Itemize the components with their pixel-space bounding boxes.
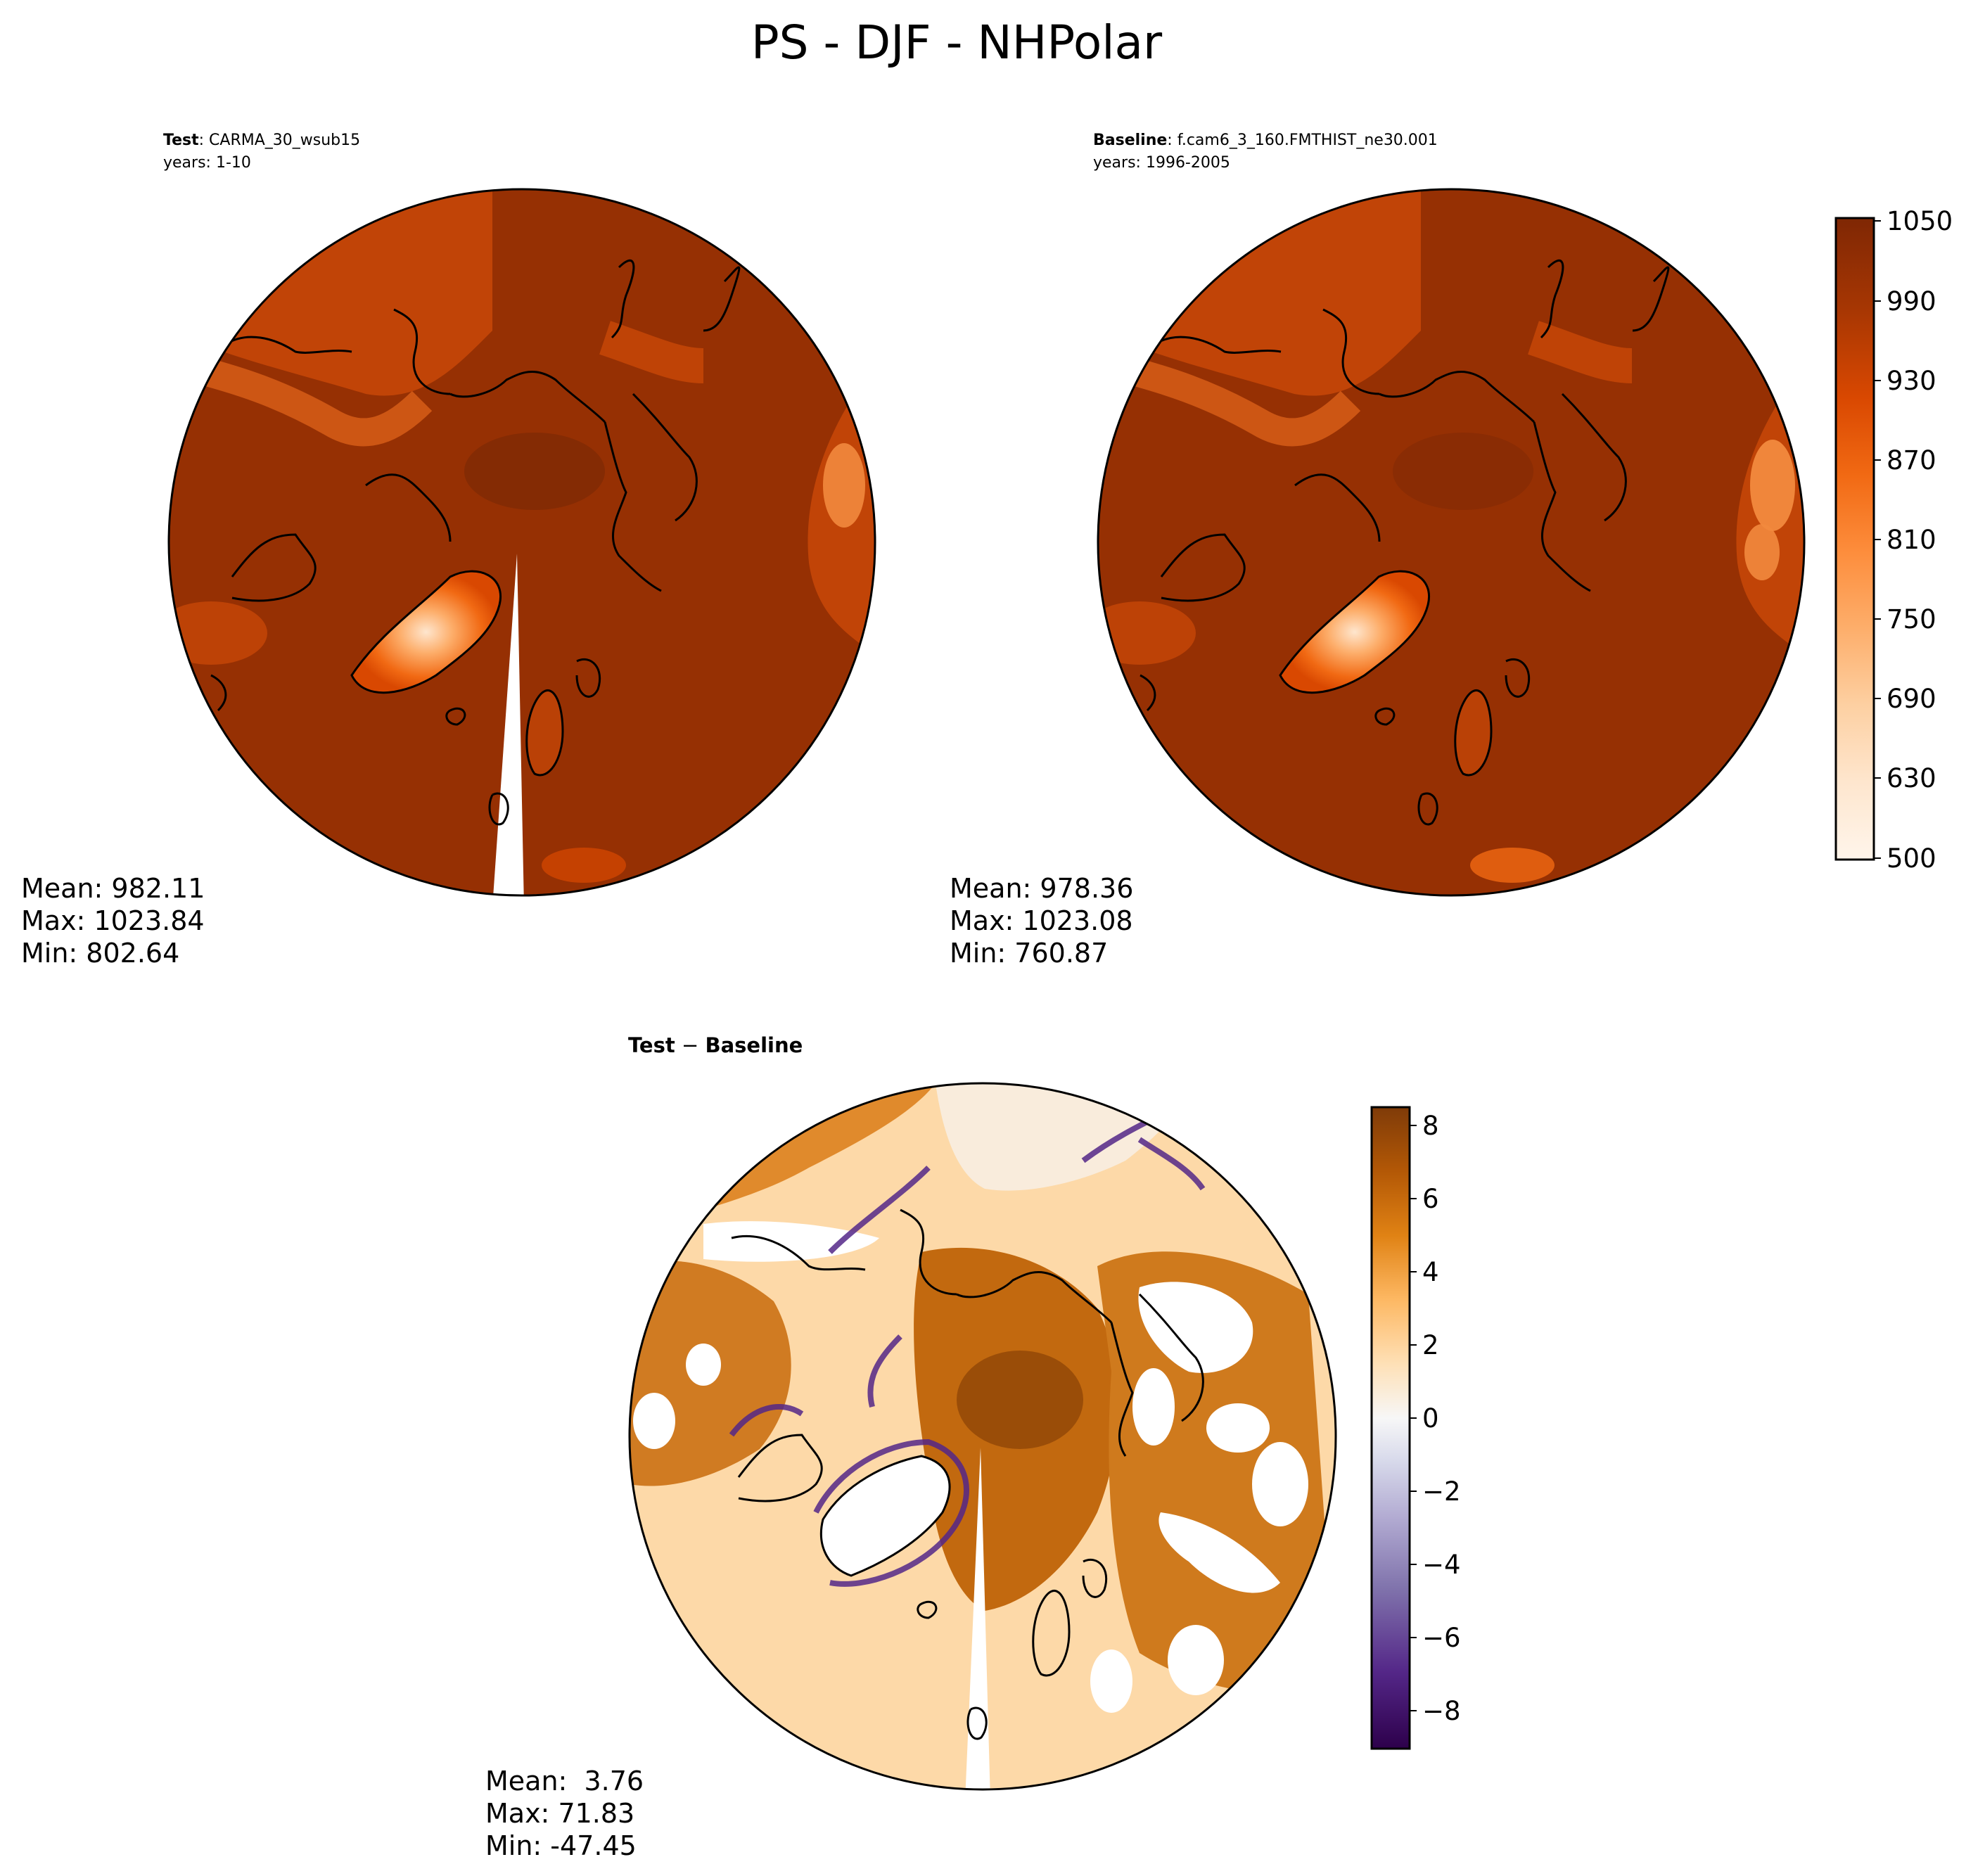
absolute-colorbar-tick-label: 690 [1887, 684, 1936, 714]
baseline-coastlines [1140, 259, 1670, 826]
difference-colorbar: 8 6 4 2 0 −2 −4 −6 −8 [1370, 1106, 1461, 1750]
baseline-asia-low [1098, 601, 1196, 665]
absolute-colorbar-tick-label: 990 [1887, 286, 1936, 317]
baseline-max: Max: 1023.08 [950, 905, 1133, 936]
test-max: Max: 1023.84 [21, 905, 205, 936]
difference-map-boundary [628, 1082, 1337, 1791]
test-min: Min: 802.64 [21, 938, 179, 969]
difference-max: Max: 71.83 [485, 1798, 634, 1829]
test-arctic-high [464, 433, 605, 510]
baseline-europe-low [1470, 848, 1555, 883]
difference-colorbar-tick-label: −8 [1422, 1696, 1461, 1726]
baseline-panel-label: Baseline: f.cam6_3_160.FMTHIST_ne30.001 [1093, 132, 1438, 149]
difference-label-baseline: Baseline [705, 1033, 803, 1057]
test-label-sep: : [199, 132, 209, 149]
test-panel: Test: CARMA_30_wsub15 years: 1-10 [21, 132, 876, 969]
absolute-colorbar-tick-label: 870 [1887, 445, 1936, 476]
difference-label-test: Test [628, 1033, 675, 1057]
baseline-eastern-band [1528, 321, 1633, 383]
difference-panel: Test − Baseline [485, 1033, 1337, 1861]
test-years: years: 1-10 [163, 154, 251, 172]
test-missing-wedge [492, 554, 524, 895]
baseline-panel: Baseline: f.cam6_3_160.FMTHIST_ne30.001 … [950, 132, 1806, 969]
difference-coastlines [731, 1208, 1204, 1740]
difference-colorbar-tick-label: −2 [1422, 1476, 1461, 1507]
difference-colorbar-tick-label: 8 [1422, 1111, 1439, 1141]
baseline-map [1098, 189, 1804, 895]
difference-central-max [957, 1351, 1083, 1449]
absolute-colorbar-ticks: 1050 990 930 870 810 750 690 630 500 [1874, 206, 1953, 874]
difference-label-sep: − [675, 1033, 706, 1057]
difference-colorbar-ticks: 8 6 4 2 0 −2 −4 −6 −8 [1410, 1111, 1461, 1726]
baseline-rockies-min-2 [1744, 524, 1780, 580]
difference-colorbar-tick-label: 0 [1422, 1403, 1439, 1434]
difference-map [630, 1083, 1336, 1789]
baseline-arctic-high [1393, 433, 1533, 510]
absolute-colorbar-tick-label: 500 [1887, 843, 1936, 874]
absolute-colorbar: 1050 990 930 870 810 750 690 630 500 [1834, 206, 1953, 874]
baseline-case-name: f.cam6_3_160.FMTHIST_ne30.001 [1177, 132, 1438, 149]
baseline-min: Min: 760.87 [950, 938, 1108, 969]
difference-greenland [821, 1456, 950, 1576]
difference-white-patches [633, 1221, 1308, 1713]
baseline-map-boundary [1097, 188, 1806, 897]
test-mean: Mean: 982.11 [21, 873, 205, 904]
test-panel-label: Test: CARMA_30_wsub15 [163, 132, 360, 149]
difference-negative-contours [729, 1109, 1206, 1587]
figure-title: PS - DJF - NHPolar [751, 15, 1163, 70]
test-asia-low [169, 601, 267, 665]
difference-colorbar-tick-label: 4 [1422, 1257, 1439, 1287]
difference-colorbar-tick-label: −4 [1422, 1550, 1461, 1580]
test-eastern-band [599, 321, 704, 383]
difference-min: Min: -47.45 [485, 1830, 637, 1861]
baseline-label-bold: Baseline [1093, 132, 1167, 149]
difference-colorbar-tick-label: −6 [1422, 1623, 1461, 1653]
baseline-years: years: 1996-2005 [1093, 154, 1230, 172]
difference-colorbar-tick-label: 2 [1422, 1330, 1439, 1360]
test-coastlines [210, 259, 741, 826]
test-map [169, 189, 875, 895]
absolute-colorbar-bar [1834, 217, 1875, 861]
test-europe-low [542, 848, 626, 883]
absolute-colorbar-tick-label: 810 [1887, 525, 1936, 555]
difference-panel-label: Test − Baseline [628, 1033, 803, 1057]
absolute-colorbar-tick-label: 1050 [1887, 206, 1953, 236]
baseline-rockies-min [1750, 440, 1795, 531]
baseline-mean: Mean: 978.36 [950, 873, 1133, 904]
test-scandinavia-low [526, 690, 563, 775]
absolute-colorbar-tick-label: 930 [1887, 366, 1936, 396]
baseline-scandinavia-low [1455, 690, 1491, 775]
difference-colorbar-tick-label: 6 [1422, 1184, 1439, 1214]
test-case-name: CARMA_30_wsub15 [209, 132, 360, 149]
absolute-colorbar-tick-label: 630 [1887, 763, 1936, 793]
absolute-colorbar-tick-label: 750 [1887, 604, 1936, 634]
difference-mean: Mean: 3.76 [485, 1766, 644, 1797]
baseline-siberia-band [1109, 352, 1361, 447]
test-greenland-plateau [352, 571, 501, 693]
test-rockies-min [823, 443, 865, 528]
baseline-label-sep: : [1167, 132, 1177, 149]
test-map-boundary [167, 188, 876, 897]
difference-colorbar-bar [1370, 1106, 1411, 1750]
test-siberia-band [179, 352, 433, 447]
test-label-bold: Test [163, 132, 199, 149]
baseline-greenland-plateau [1280, 571, 1429, 693]
